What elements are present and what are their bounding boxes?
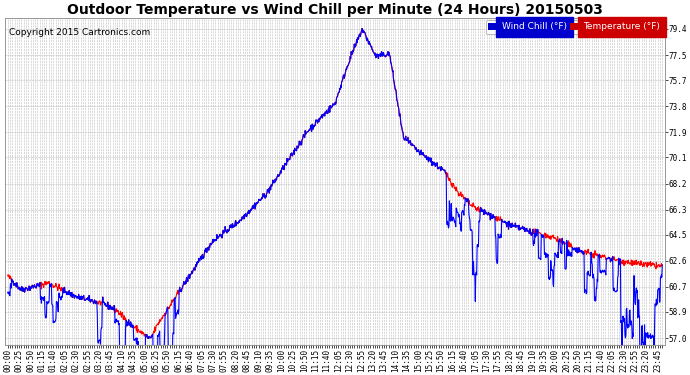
Text: Copyright 2015 Cartronics.com: Copyright 2015 Cartronics.com [9, 28, 150, 37]
Legend: Wind Chill (°F), Temperature (°F): Wind Chill (°F), Temperature (°F) [486, 20, 663, 34]
Title: Outdoor Temperature vs Wind Chill per Minute (24 Hours) 20150503: Outdoor Temperature vs Wind Chill per Mi… [67, 3, 603, 17]
